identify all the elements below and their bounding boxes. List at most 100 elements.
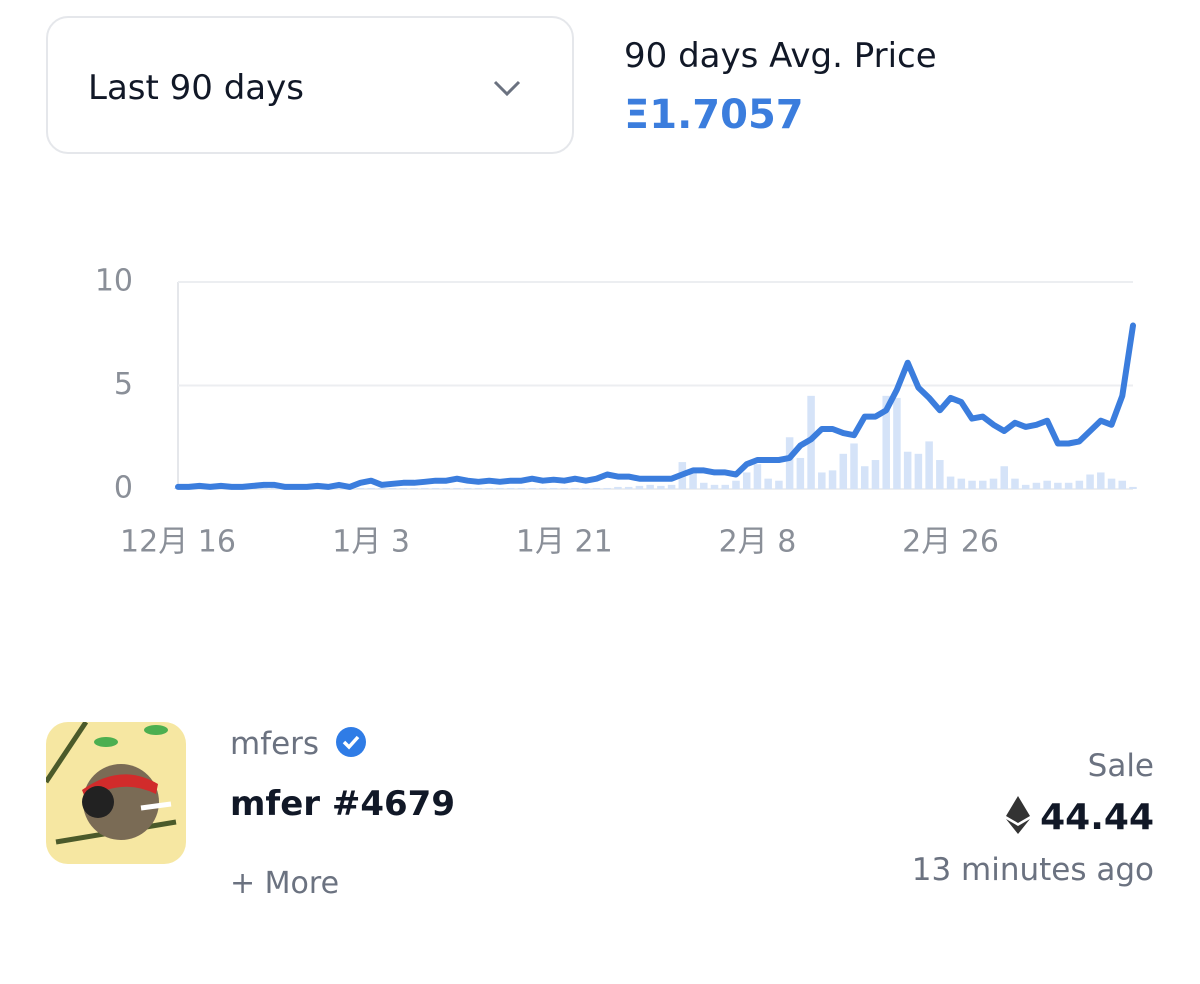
volume-bar [710,484,719,489]
volume-bar [732,480,740,489]
nft-image[interactable] [46,722,186,864]
eth-icon [1006,796,1031,834]
volume-bar [517,487,526,489]
volume-bar [646,484,654,489]
volume-bar [1021,484,1030,489]
volume-bar [1086,474,1094,489]
volume-bar [1054,482,1062,489]
volume-bar [1097,472,1105,489]
volume-bar [614,486,622,489]
volume-bar [721,484,730,489]
volume-bar [378,487,386,489]
price-line [175,322,1136,490]
volume-bar [1000,466,1008,489]
volume-bar [356,487,365,489]
volume-bar [592,487,601,489]
y-tick-label: 5 [114,367,133,402]
volume-bar [1129,486,1137,489]
volume-bar [1032,482,1041,489]
y-tick-label: 10 [95,264,133,299]
avg-label: 90 days Avg. Price [624,36,937,76]
more-button[interactable]: + More [230,866,340,901]
volume-bar [260,487,268,489]
volume-bar [818,472,826,489]
volume-bar [871,460,880,489]
volume-bar [528,487,536,489]
volume-bar [1011,478,1019,489]
volume-bar [506,487,515,489]
volume-bar [388,487,397,489]
x-tick-label: 2月 26 [902,525,999,560]
event-type: Sale [1087,748,1154,784]
volume-bar [603,487,611,489]
volume-bar [667,484,676,489]
collection-name: mfers [230,726,320,762]
volume-bar [410,487,418,489]
volume-bar [335,487,343,489]
volume-bar [968,480,976,489]
avg-value: Ξ1.7057 [624,92,804,138]
price: 44.44 [1006,796,1154,838]
volume-bar [485,487,493,489]
volume-bar [399,487,408,489]
volume-bar [860,466,869,489]
volume-bar [839,453,848,489]
x-tick-label: 2月 8 [719,525,797,560]
volume-bar [882,395,890,489]
volume-bar [753,464,762,489]
x-tick-label: 1月 3 [332,525,410,560]
volume-bar [635,485,644,489]
volume-bar [979,480,987,489]
nft-name[interactable]: mfer #4679 [230,784,456,824]
collection[interactable]: mfers [230,726,367,762]
x-tick-label: 12月 16 [120,525,236,560]
volume-bar [850,443,858,489]
volume-bar [442,487,451,489]
volume-bar [936,460,944,489]
verified-badge [335,727,366,757]
volume-bar [796,457,805,489]
volume-bar [785,437,794,489]
volume-bar [657,485,665,489]
volume-bar [474,487,483,489]
volume-bar [1107,478,1116,489]
volume-bar [914,453,923,489]
y-tick-label: 0 [114,471,133,506]
chart: 0 5 10 12月 16 1月 3 1月 21 2月 8 2月 26 [95,264,1137,560]
chevron [493,80,521,97]
volume-bar [742,472,751,489]
volume-bar [1043,480,1051,489]
volume-bar [539,487,547,489]
volume-bar [624,486,633,489]
volume-bar [581,487,590,489]
volume-bar [270,487,279,489]
volume-bar [549,487,558,489]
volume-bar [893,397,901,489]
range-dropdown[interactable]: Last 90 days [46,16,574,154]
volume-bar [453,487,461,489]
volume-bar [957,478,966,489]
volume-bar [1064,482,1073,489]
volume-bar [1075,480,1084,489]
volume-bar [700,482,708,489]
volume-bar [560,487,569,489]
x-tick-label: 1月 21 [516,525,613,560]
volume-bar [828,470,837,489]
volume-bar [367,487,375,489]
volume-bar [764,478,772,489]
volume-bar [571,487,579,489]
volume-bar [463,487,472,489]
volume-bar [689,470,697,489]
volume-bar [421,487,429,489]
price-value: 44.44 [1040,797,1154,838]
volume-bar [431,487,440,489]
dropdown-label: Last 90 days [88,68,304,108]
volume-bar [989,478,998,489]
volume-bar [775,480,783,489]
time-ago: 13 minutes ago [911,852,1154,888]
volume-bar [1118,480,1127,489]
volume-bar [946,476,955,489]
volume-bar [925,441,933,489]
